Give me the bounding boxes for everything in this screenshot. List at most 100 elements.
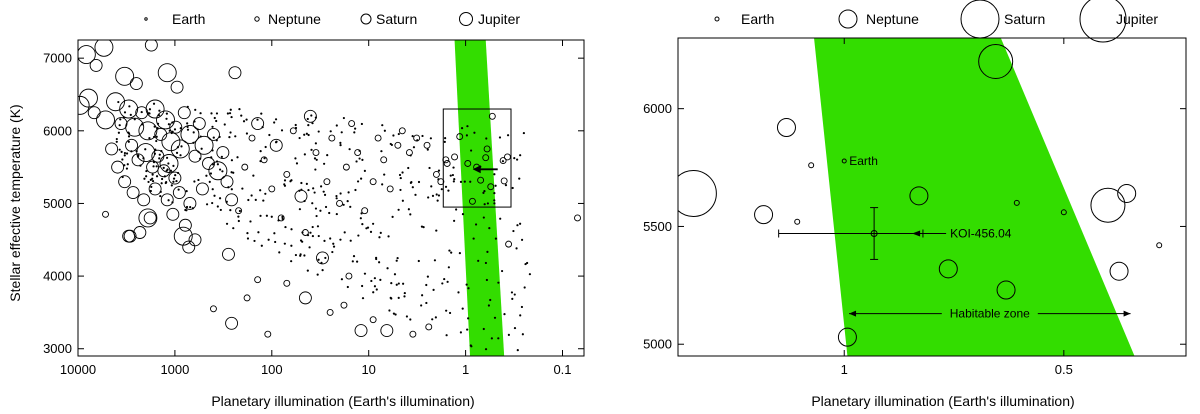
left-earth-size-point (469, 180, 472, 183)
left-earth-size-point (409, 181, 412, 184)
left-earth-size-point (448, 311, 452, 315)
right-y-tick-label: 5000 (643, 337, 672, 352)
left-earth-size-point (169, 169, 173, 172)
right-planet-point (1117, 183, 1137, 203)
left-earth-size-point (128, 105, 131, 108)
left-earth-size-point (230, 159, 234, 162)
left-planet-point (289, 127, 297, 135)
left-earth-size-point (294, 157, 297, 160)
left-earth-size-point (519, 154, 522, 157)
left-earth-size-point (115, 140, 118, 143)
left-earth-size-point (409, 213, 412, 216)
left-earth-size-point (352, 255, 356, 258)
left-earth-size-point (335, 124, 338, 127)
left-earth-size-point (395, 259, 398, 262)
right-legend-marker (960, 0, 1000, 39)
left-earth-size-point (448, 249, 451, 252)
left-earth-size-point (465, 134, 468, 137)
left-planet-point (225, 316, 239, 330)
left-earth-size-point (167, 123, 170, 126)
left-earth-size-point (332, 242, 335, 245)
left-earth-size-point (298, 208, 302, 211)
left-planet-point (156, 110, 175, 130)
left-earth-size-point (417, 259, 420, 263)
left-earth-size-point (339, 143, 342, 147)
left-x-tick-label: 100 (261, 362, 283, 377)
left-earth-size-point (356, 180, 360, 183)
left-planet-point (374, 134, 382, 142)
left-earth-size-point (240, 114, 243, 117)
left-planet-point (443, 160, 451, 167)
left-planet-point (180, 124, 200, 144)
left-earth-size-point (193, 120, 196, 123)
left-planet-point (348, 120, 356, 127)
left-earth-size-point (175, 151, 179, 154)
left-earth-size-point (148, 137, 151, 140)
left-planet-point (87, 106, 101, 120)
left-earth-size-point (191, 207, 195, 210)
left-earth-size-point (185, 205, 189, 209)
left-earth-size-point (465, 283, 468, 286)
left-earth-size-point (172, 164, 175, 167)
left-earth-size-point (342, 116, 345, 120)
right-scatter-points (678, 44, 1163, 347)
left-earth-size-point (259, 160, 262, 163)
left-earth-size-point (301, 231, 304, 234)
left-earth-size-point (466, 328, 469, 331)
right-x-tick-label: 0.5 (1055, 362, 1073, 377)
left-earth-size-point (407, 166, 410, 170)
left-planet-point (477, 176, 485, 184)
left-earth-size-point (452, 180, 455, 183)
left-earth-size-point (470, 149, 473, 152)
left-y-tick-label: 7000 (43, 51, 72, 66)
left-earth-size-point (426, 275, 429, 278)
left-earth-size-point (482, 216, 485, 219)
right-planet-point (978, 44, 1014, 80)
left-earth-size-point (399, 188, 402, 192)
left-earth-size-point (390, 282, 393, 285)
left-y-tick-label: 4000 (43, 269, 72, 284)
left-earth-size-point (347, 191, 350, 194)
left-earth-size-point (494, 184, 497, 187)
left-earth-size-point (221, 170, 224, 173)
left-earth-size-point (215, 112, 219, 115)
left-planet-point (264, 330, 272, 338)
left-earth-size-point (305, 182, 308, 185)
left-earth-size-point (135, 150, 138, 153)
left-earth-size-point (237, 215, 240, 218)
left-earth-size-point (417, 180, 421, 184)
left-earth-size-point (120, 150, 123, 153)
left-earth-size-point (211, 188, 214, 191)
left-earth-size-point (520, 305, 524, 309)
left-planet-point (394, 141, 402, 149)
left-earth-size-point (155, 135, 158, 138)
right-habitable-zone (814, 38, 1135, 356)
left-earth-size-point (229, 131, 232, 134)
left-habitable-zone (454, 40, 505, 356)
left-earth-size-point (133, 118, 136, 121)
left-x-tick-label: 10000 (60, 362, 96, 377)
left-earth-size-point (516, 224, 519, 227)
left-legend-marker (360, 13, 372, 25)
left-earth-size-point (328, 211, 331, 215)
left-earth-size-point (370, 279, 373, 283)
left-earth-size-point (267, 238, 270, 241)
right-legend: Earth Neptune Saturn Jupiter (714, 0, 1158, 43)
right-planet-point (776, 118, 796, 138)
left-earth-size-point (507, 333, 510, 336)
left-earth-size-point (121, 158, 124, 161)
left-earth-size-point (392, 312, 396, 315)
left-planet-point (78, 95, 90, 115)
left-earth-size-point (451, 173, 455, 177)
left-earth-size-point (263, 157, 266, 160)
left-earth-size-point (274, 141, 278, 144)
left-earth-size-point (144, 148, 147, 151)
left-earth-size-point (483, 203, 486, 206)
left-planet-point (183, 196, 197, 210)
left-earth-size-point (149, 189, 152, 193)
left-earth-size-point (482, 191, 485, 194)
left-earth-size-point (225, 222, 229, 225)
left-earth-size-point (511, 297, 514, 300)
left-earth-size-point (180, 145, 183, 148)
left-earth-size-point (434, 316, 437, 319)
